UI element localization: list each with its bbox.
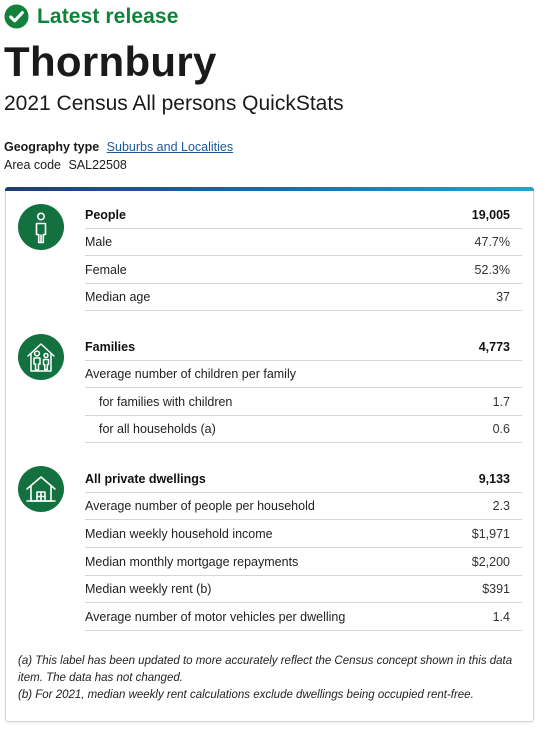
footnote-b: (b) For 2021, median weekly rent calcula… <box>18 689 474 701</box>
median-age-row: Median age 37 <box>85 284 522 311</box>
release-label: Latest release <box>37 4 179 28</box>
house-icon <box>18 466 64 512</box>
geography-info: Geography type Suburbs and Localities Ar… <box>4 138 233 174</box>
female-label: Female <box>85 263 127 277</box>
families-value: 4,773 <box>478 340 510 354</box>
weekly-rent-value: $391 <box>482 582 510 596</box>
mortgage-label: Median monthly mortgage repayments <box>85 555 299 569</box>
area-code-label: Area code <box>4 158 61 172</box>
page-subtitle: 2021 Census All persons QuickStats <box>4 92 344 115</box>
release-status: Latest release <box>4 4 179 29</box>
dwellings-label: All private dwellings <box>85 472 206 486</box>
weekly-rent-row: Median weekly rent (b) $391 <box>85 576 522 603</box>
people-per-household-row: Average number of people per household 2… <box>85 493 522 520</box>
motor-vehicles-label: Average number of motor vehicles per dwe… <box>85 610 346 624</box>
mortgage-row: Median monthly mortgage repayments $2,20… <box>85 549 522 576</box>
weekly-rent-label: Median weekly rent (b) <box>85 582 212 596</box>
families-with-children-label: for families with children <box>99 395 233 409</box>
person-icon <box>18 204 64 250</box>
families-row: Families 4,773 <box>85 334 522 361</box>
check-circle-icon <box>4 4 29 29</box>
people-per-household-label: Average number of people per household <box>85 499 315 513</box>
household-income-value: $1,971 <box>471 527 510 541</box>
dwellings-value: 9,133 <box>478 472 510 486</box>
median-age-label: Median age <box>85 290 151 304</box>
people-per-household-value: 2.3 <box>492 499 510 513</box>
families-label: Families <box>85 340 136 354</box>
families-with-children-row: for families with children 1.7 <box>85 389 522 416</box>
all-households-row: for all households (a) 0.6 <box>85 416 522 443</box>
footnotes: (a) This label has been updated to more … <box>18 653 523 704</box>
quickstats-card: People 19,005 Male 47.7% Female 52.3% Me… <box>5 187 534 722</box>
family-icon <box>18 334 64 380</box>
motor-vehicles-row: Average number of motor vehicles per dwe… <box>85 604 522 631</box>
median-age-value: 37 <box>496 290 510 304</box>
page-title: Thornbury <box>4 38 217 85</box>
male-row: Male 47.7% <box>85 229 522 256</box>
geography-type-label: Geography type <box>4 140 100 154</box>
footnote-a: (a) This label has been updated to more … <box>18 655 513 684</box>
male-value: 47.7% <box>474 235 510 249</box>
all-households-value: 0.6 <box>492 422 510 436</box>
people-value: 19,005 <box>471 208 510 222</box>
avg-children-row: Average number of children per family <box>85 361 522 388</box>
female-row: Female 52.3% <box>85 257 522 284</box>
household-income-row: Median weekly household income $1,971 <box>85 521 522 548</box>
people-label: People <box>85 208 126 222</box>
dwellings-row: All private dwellings 9,133 <box>85 466 522 493</box>
all-households-label: for all households (a) <box>99 422 216 436</box>
avg-children-label: Average number of children per family <box>85 367 296 381</box>
motor-vehicles-value: 1.4 <box>492 610 510 624</box>
families-with-children-value: 1.7 <box>492 395 510 409</box>
area-code-value: SAL22508 <box>68 158 127 172</box>
people-row: People 19,005 <box>85 202 522 229</box>
female-value: 52.3% <box>474 263 510 277</box>
card-accent-bar <box>5 187 534 191</box>
geography-type-link[interactable]: Suburbs and Localities <box>106 140 234 154</box>
mortgage-value: $2,200 <box>471 555 510 569</box>
male-label: Male <box>85 235 113 249</box>
household-income-label: Median weekly household income <box>85 527 273 541</box>
